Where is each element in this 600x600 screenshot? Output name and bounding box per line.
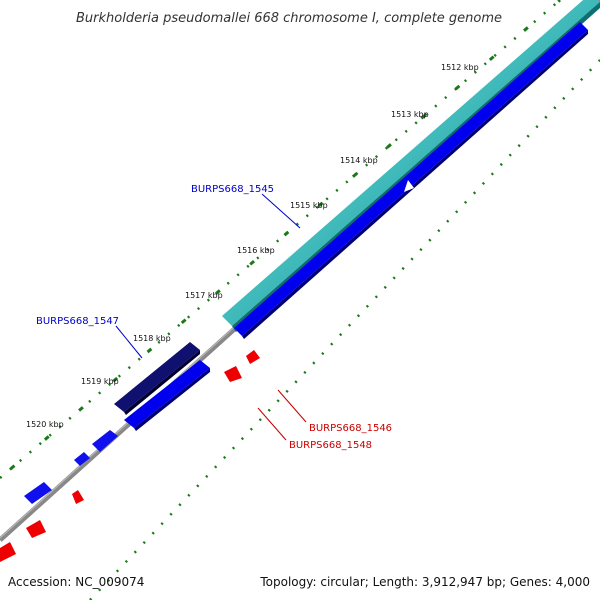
tick-label: 1519 kbp	[81, 377, 119, 386]
gene-forward-block-1	[124, 360, 210, 428]
label-line-1546	[277, 389, 307, 423]
feature-band-cyan	[222, 0, 600, 326]
forward-cds-arrow	[404, 180, 414, 192]
tick-label: 1516 kbp	[237, 246, 275, 255]
gene-1547-block	[114, 342, 200, 412]
label-line-1547	[115, 325, 143, 359]
tick-label: 1517 kbp	[185, 291, 223, 300]
gene-reverse-block-4	[26, 520, 46, 538]
accession-text: Accession: NC_009074	[8, 575, 144, 589]
gene-label-1545[interactable]: BURPS668_1545	[191, 184, 274, 195]
tick-label: 1513 kbp	[391, 110, 429, 119]
tick-label: 1520 kbp	[26, 420, 64, 429]
gene-1546-block	[246, 350, 260, 364]
tick-label: 1514 kbp	[340, 156, 378, 165]
inner-tick-track	[89, 59, 600, 600]
gene-forward-block-1-edge	[134, 368, 210, 431]
forward-cds-band	[234, 22, 588, 336]
map-title: Burkholderia pseudomallei 668 chromosome…	[76, 11, 502, 26]
gene-label-1547[interactable]: BURPS668_1547	[36, 316, 119, 327]
gene-label-1548[interactable]: BURPS668_1548	[289, 440, 372, 451]
gene-label-1546[interactable]: BURPS668_1546	[309, 423, 392, 434]
tick-label: 1515 kbp	[290, 201, 328, 210]
gene-reverse-block-5	[0, 542, 16, 562]
gene-forward-block-3	[74, 452, 90, 466]
summary-text: Topology: circular; Length: 3,912,947 bp…	[259, 575, 590, 589]
forward-cds-band-edge	[242, 30, 588, 339]
gene-forward-block-4	[24, 482, 52, 504]
gene-1548-block	[224, 366, 242, 382]
gene-1547-edge	[124, 350, 200, 415]
tick-label: 1518 kbp	[133, 334, 171, 343]
label-line-1548	[257, 407, 287, 441]
gene-forward-block-2	[92, 430, 118, 452]
label-line-1545	[261, 193, 301, 229]
gene-reverse-block-3	[72, 490, 84, 504]
tick-label: 1512 kbp	[441, 63, 479, 72]
